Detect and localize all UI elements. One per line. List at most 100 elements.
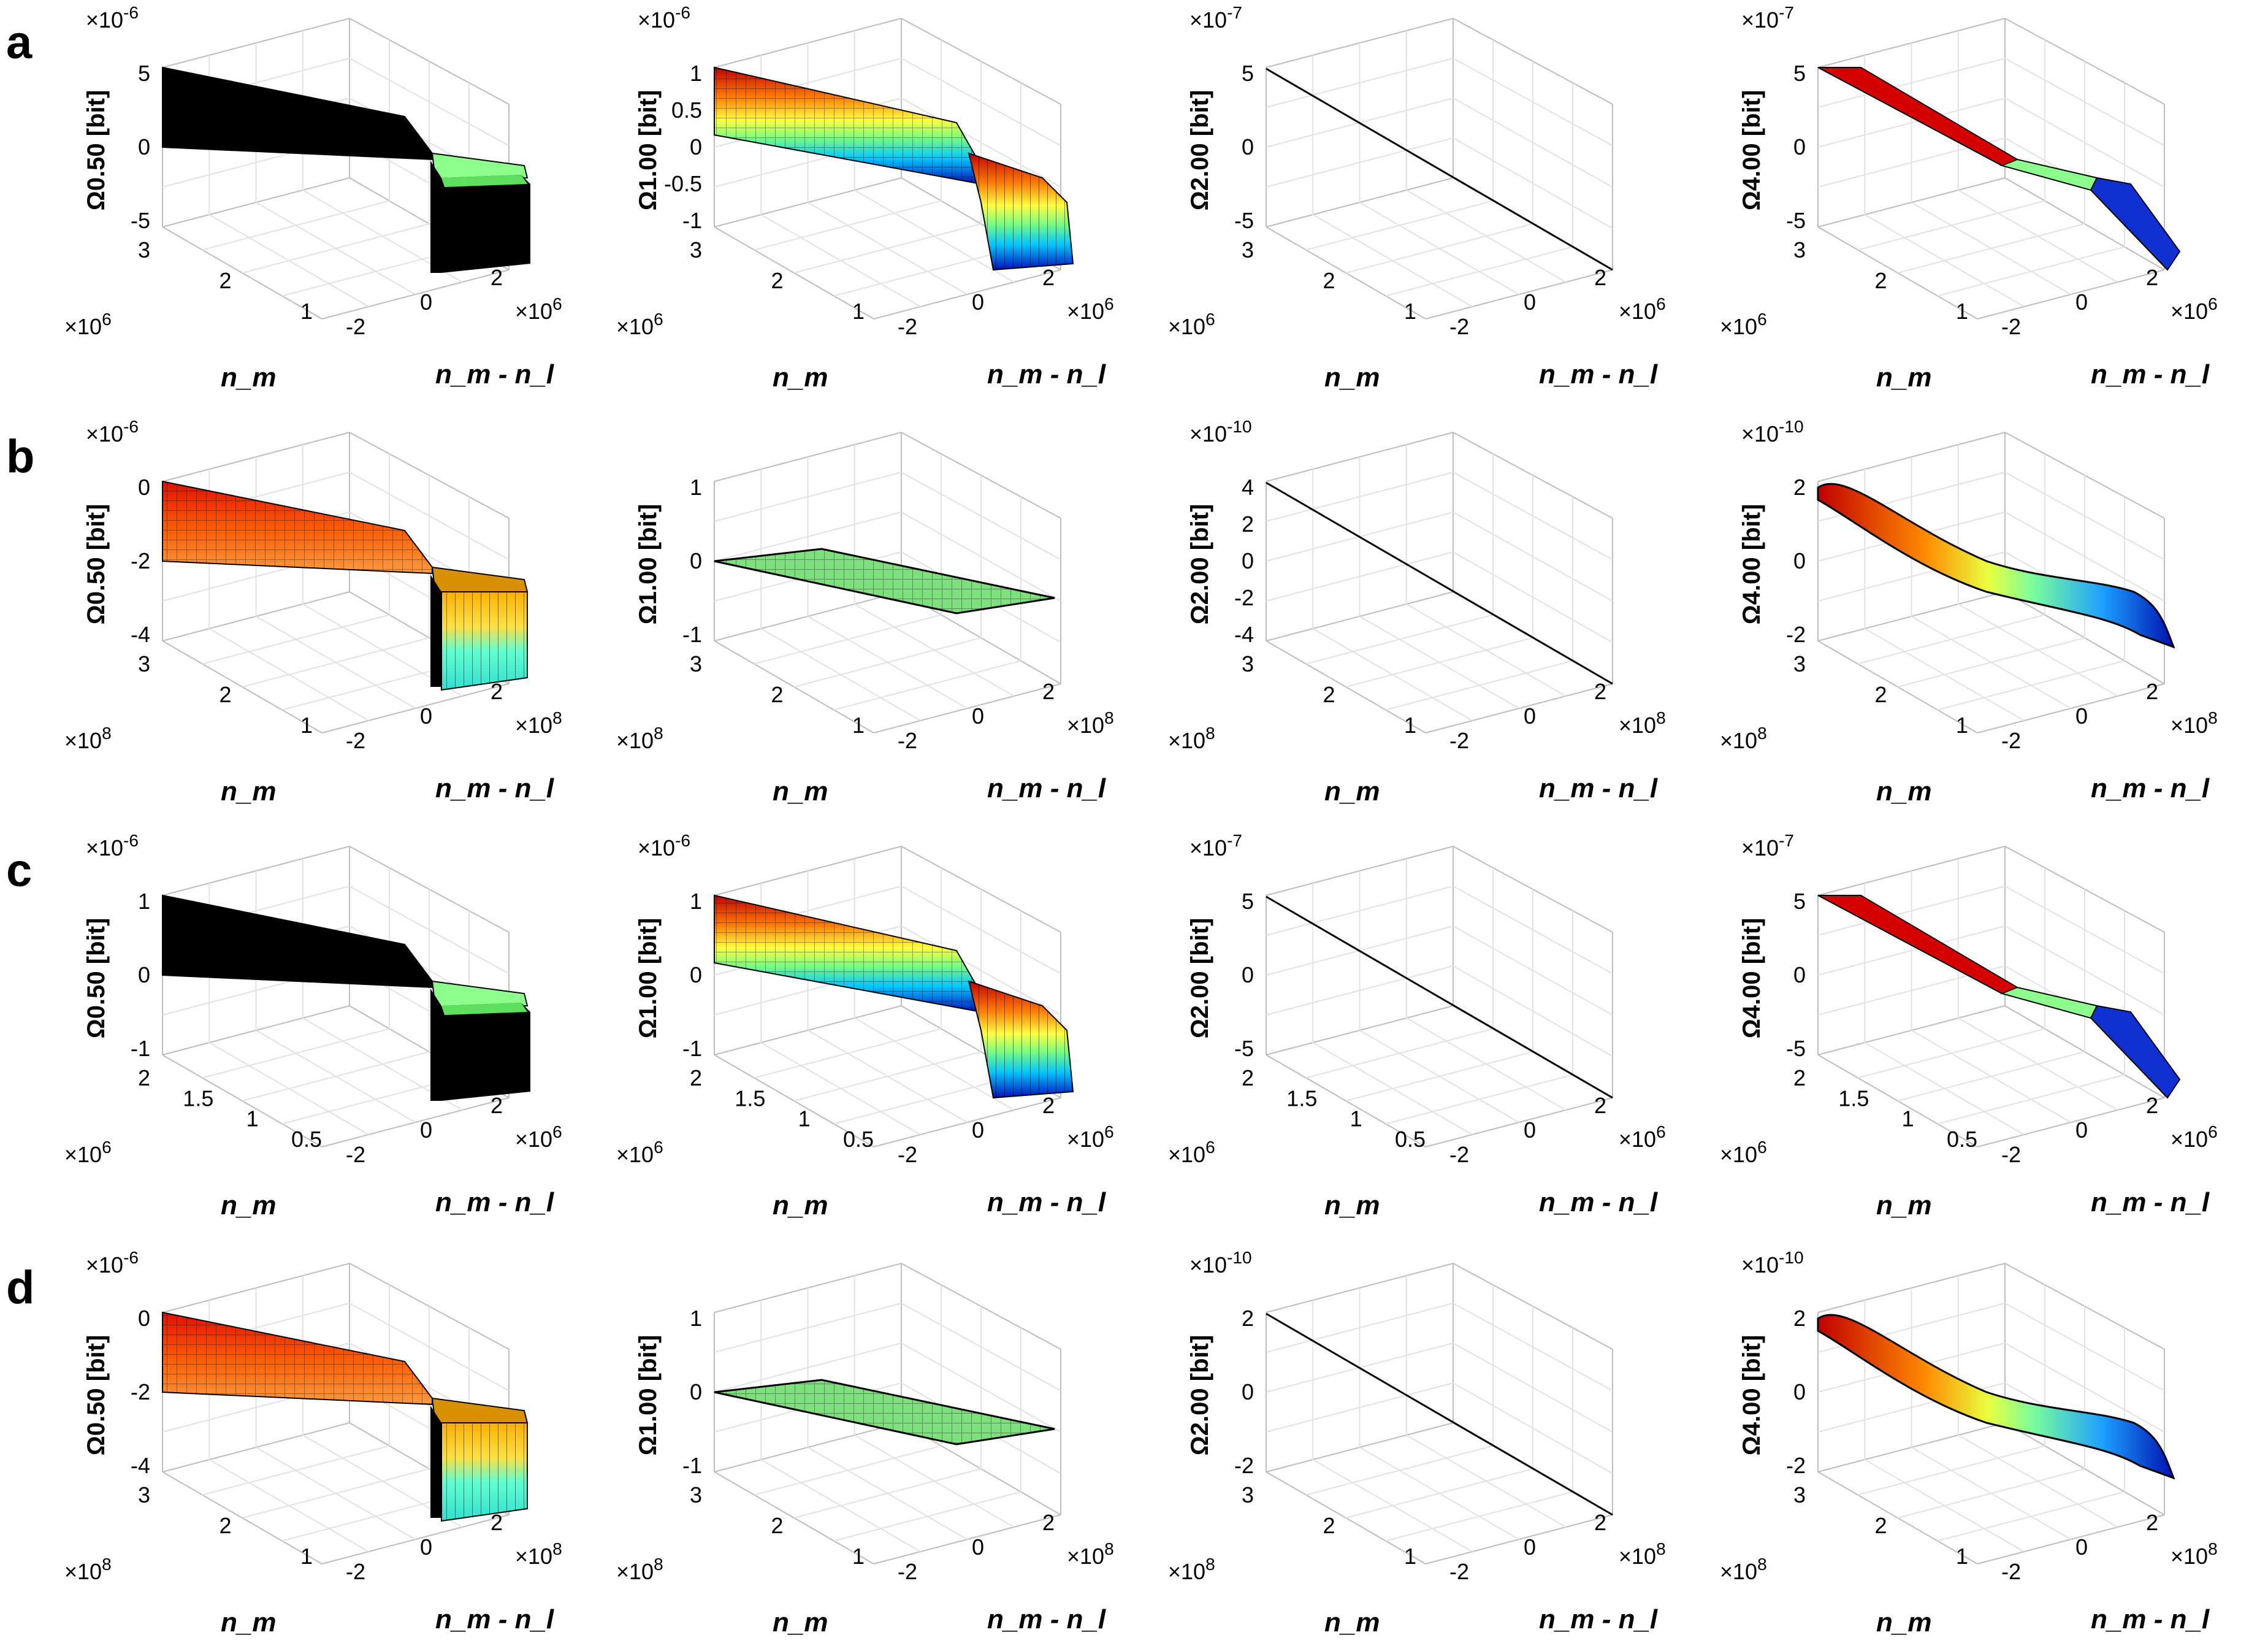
y-tick-label: 1 [1956,299,1968,324]
z-tick-label: 0.5 [671,98,702,123]
z-tick-label: 0 [1242,548,1254,573]
x-tick-label: 2 [491,1510,503,1535]
surface-edge-line [1266,67,1613,271]
x-multiplier: ×108 [515,708,562,738]
x-tick-label: 0 [972,289,984,315]
gridline [793,223,982,274]
x-tick-label: 0 [1524,1117,1536,1143]
y-tick-label: 2 [771,268,783,293]
grid [1817,432,2165,733]
y-tick-label: 0.5 [1395,1127,1426,1152]
surface-a1 [162,66,530,273]
z-multiplier: ×10-7 [1189,3,1242,33]
z-tick-label: 1 [690,61,702,86]
z-tick-label: 1 [690,475,702,500]
y-multiplier: ×108 [1720,1555,1767,1585]
z-tick-label: -1 [682,1453,702,1478]
panel-b3: 4 2 0 -2 -4 Ω2.00 [bit] ×10-10 3 2 1 ×108 n_m -2 0 2 ×1… [1168,417,1666,807]
gridline [1958,603,2118,697]
surface-cliff [430,161,441,273]
surface-cliff [430,989,441,1101]
x-multiplier: ×108 [1067,708,1114,738]
gridline [793,1468,982,1519]
surface-mesh [714,895,981,1012]
surface-wall [441,1003,530,1101]
gridline [1385,660,1573,711]
z-tick-label: -1 [682,622,702,647]
x-tick-label: 0 [420,1534,432,1560]
z-tick-label: -4 [1234,622,1254,647]
surface-c1 [162,894,530,1101]
x-multiplier: ×106 [1619,1122,1666,1152]
y-tick-label: 3 [1242,237,1254,262]
gridline [854,1017,1015,1111]
z-multiplier: ×10-7 [1741,831,1794,861]
gridline [854,1434,1015,1528]
x-tick-label: 0 [2075,1117,2088,1143]
z-tick-label: 0 [1242,962,1254,987]
x-tick-label: 0 [420,703,432,729]
y-tick-label: 2 [219,268,231,293]
y-multiplier: ×108 [64,724,112,754]
y-tick-label: 1 [300,713,313,738]
surface-cliff [430,1406,441,1518]
z-multiplier: ×10-6 [86,831,139,861]
y-tick-label: 1 [1404,713,1416,738]
surface-low [2090,177,2181,271]
x-axis-label: n_m - n_l [987,773,1106,803]
z-tick-label: 0 [690,134,702,159]
x-axis-label: n_m - n_l [435,773,554,803]
z-multiplier: ×10-6 [638,3,690,33]
row-label-b: b [6,431,34,483]
gridline [1266,551,1454,602]
gridline [1266,137,1454,188]
x-axis-label: n_m - n_l [1539,359,1658,389]
x-tick-label: 2 [1042,1510,1055,1535]
panel-c2: 1 0 -1 Ω1.00 [bit] ×10-6 2 1.5 1 0.5 ×106 n_m -2 0 2 ×… [616,831,1114,1221]
x-tick-label: 2 [1594,1093,1606,1118]
x-tick-label: 0 [972,1117,984,1143]
gridline [242,1051,430,1101]
x-tick-label: 0 [2075,289,2088,315]
z-tick-label: -2 [1234,1453,1254,1478]
y-axis-label: n_m [773,776,828,806]
x-tick-label: 2 [2146,265,2158,290]
surface-shelf [431,566,529,594]
z-tick-label: -0.5 [664,171,702,196]
z-tick-label: 2 [1793,1306,1806,1331]
y-multiplier: ×108 [64,1555,112,1585]
gridline [1345,1468,1533,1519]
panel-a4: 5 0 -5 Ω4.00 [bit] ×10-7 3 2 1 ×106 n_m -2 0 2 ×106 n_… [1720,3,2218,393]
surface-shelf [431,1397,529,1425]
y-tick-label: 2 [1874,682,1887,707]
x-axis-label: n_m - n_l [987,1187,1106,1217]
z-axis-label: Ω0.50 [bit] [83,504,110,625]
y-axis-label: n_m [1876,776,1931,806]
y-tick-label: 1 [300,1544,313,1569]
x-tick-label: -2 [898,1142,917,1167]
gridline [1266,965,1454,1016]
y-axis-label: n_m [1876,362,1931,393]
row-label-a: a [6,17,32,69]
x-tick-label: 0 [1524,1534,1536,1560]
surface-b2 [714,548,1055,615]
x-tick-label: -2 [898,314,917,339]
surface-mesh [714,1380,1055,1444]
x-tick-label: 0 [1524,289,1536,315]
z-tick-label: 5 [1242,61,1254,86]
z-tick-label: 0 [1793,1379,1806,1404]
z-tick-label: 0 [138,475,150,500]
surface-mesh [441,1423,527,1521]
panel-a1: 5 0 -5 Ω0.50 [bit] ×10-6 3 2 1 ×106 n_m -2 0 2 ×106 n_… [64,3,562,393]
y-tick-label: 3 [1793,651,1806,676]
z-axis-label: Ω4.00 [bit] [1738,90,1765,211]
x-tick-label: 2 [491,265,503,290]
y-tick-label: 0.5 [1947,1127,1977,1152]
gridline [1266,1382,1454,1433]
gridline [1345,637,1533,687]
y-tick-label: 3 [138,237,150,262]
gridline [1937,1074,2125,1125]
x-axis-label: n_m - n_l [2091,359,2210,389]
y-tick-label: 1 [1350,1106,1362,1132]
gridline [1406,190,1567,283]
